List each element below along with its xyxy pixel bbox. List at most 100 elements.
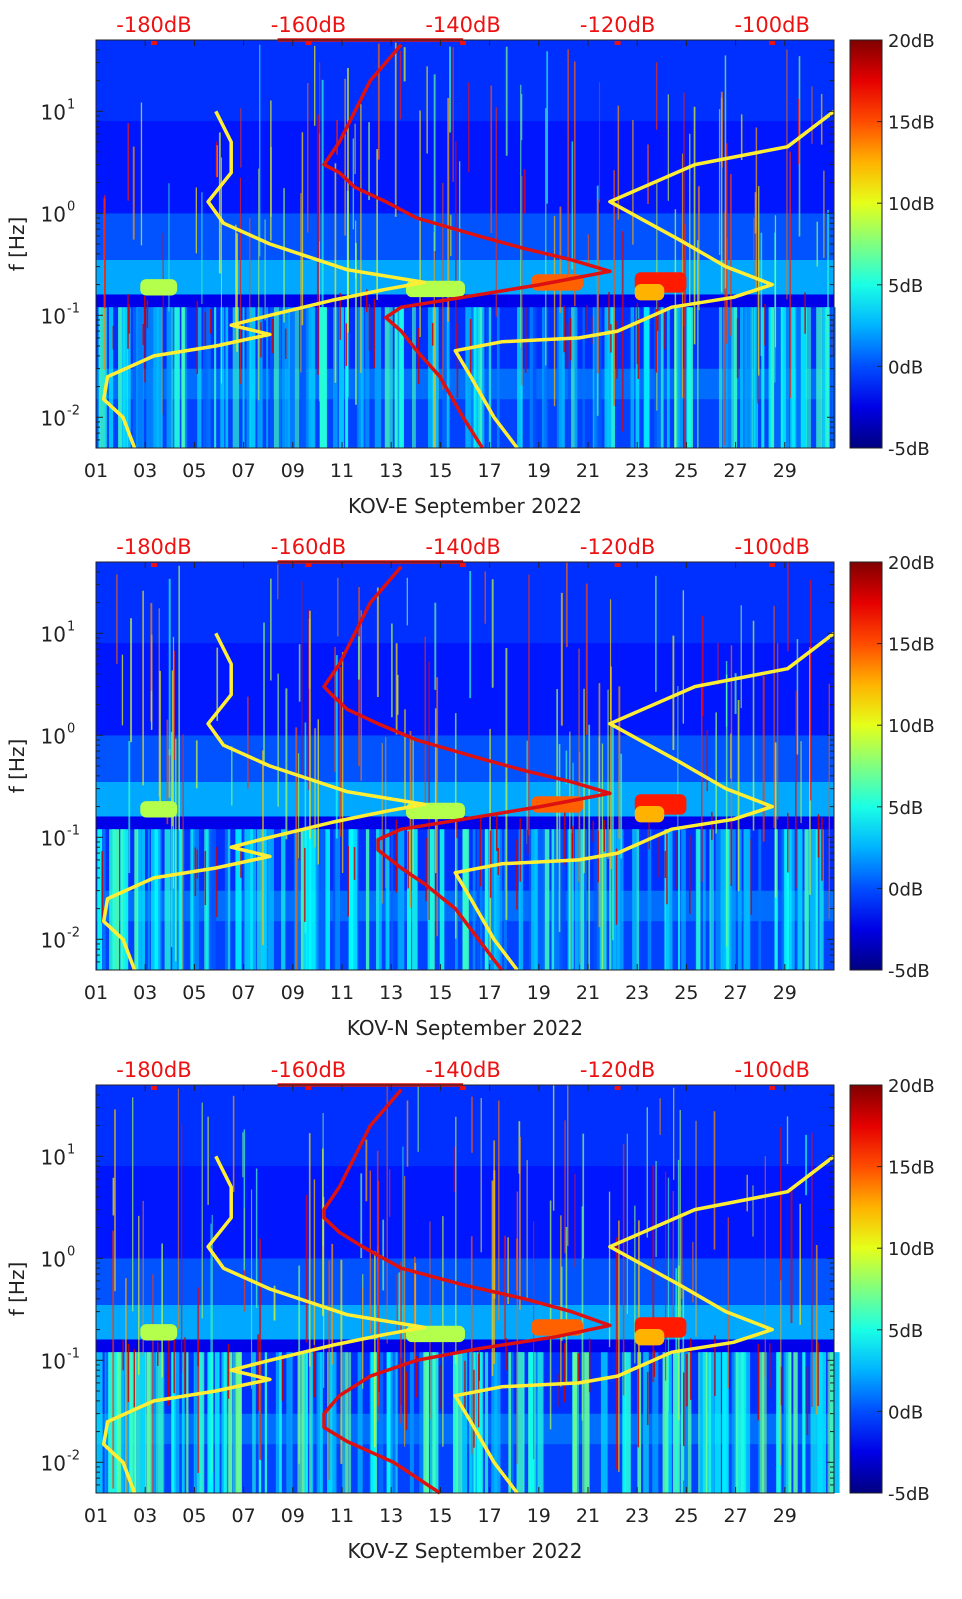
spectrogram-column (330, 1352, 337, 1493)
spectrogram-column (365, 829, 370, 970)
spectrogram-column (409, 1352, 414, 1493)
spectrogram-column (484, 829, 488, 970)
spectrogram-column (319, 307, 327, 448)
spectrogram-column (632, 829, 637, 970)
colorbar-tick-label: -5dB (888, 1484, 930, 1505)
y-tick-label: 10 (41, 304, 66, 328)
top-tick (614, 563, 621, 567)
spectrogram-column (244, 829, 250, 970)
spectrogram-column (300, 829, 304, 970)
spectrogram-column (411, 829, 418, 970)
colorbar-tick-label: 20dB (888, 553, 935, 574)
noise-curve-0 (101, 110, 427, 449)
spectrogram-column (132, 307, 137, 448)
spectrogram-column (822, 307, 826, 448)
spectrogram-column (571, 307, 577, 448)
spectrogram-column (242, 307, 245, 448)
spectrogram-column (342, 1352, 349, 1493)
spectrogram-column (770, 307, 776, 448)
y-tick-label: 10 (41, 928, 66, 952)
spectrogram-column (804, 829, 809, 970)
spectrogram-column (731, 307, 738, 448)
noise-curve-1 (453, 1154, 836, 1495)
spectrogram-column (604, 307, 609, 448)
spectrogram-column (237, 1352, 242, 1493)
spectrogram-column (674, 307, 680, 448)
spectrogram-column (252, 1352, 256, 1493)
spectrogram-column (249, 307, 256, 448)
spectrogram-column (584, 829, 587, 970)
spectrogram-column (246, 307, 252, 448)
spectrogram-column (819, 829, 824, 970)
top-tick (305, 41, 312, 45)
y-tick-exponent: 1 (67, 97, 75, 112)
top-tick (305, 1086, 312, 1090)
colorbar-tick-label: 10dB (888, 716, 935, 737)
spectrogram-column (677, 307, 684, 448)
spectrogram-column (428, 307, 434, 448)
colorbar-tick-label: 15dB (888, 635, 935, 656)
x-tick-label: 23 (625, 982, 649, 1004)
spectrogram-column (147, 829, 150, 970)
spectrogram-column (584, 1352, 590, 1493)
spectrogram-column (333, 829, 336, 970)
spectrogram-column (702, 829, 706, 970)
spectrogram-column (488, 307, 492, 448)
spectrogram-column (108, 307, 114, 448)
spectrogram-column (696, 829, 701, 970)
spectrogram-column (452, 1352, 458, 1493)
spectrogram-column (96, 1352, 103, 1493)
spectrogram-column (759, 1352, 767, 1493)
spectrogram-column (432, 307, 439, 448)
spectrogram-column (434, 1352, 439, 1493)
spectrogram-hotspot (140, 1324, 178, 1341)
colorbar-tick-label: -5dB (888, 439, 930, 460)
spectrogram-column (112, 829, 120, 970)
spectrogram-column (802, 1352, 806, 1493)
spectrogram-column (112, 1352, 118, 1493)
spectrogram-column (518, 829, 521, 970)
spectrogram-column (484, 1352, 489, 1493)
spectrogram-column (118, 307, 126, 448)
spectrogram-column (214, 1352, 220, 1493)
spectrogram-column (665, 1352, 672, 1493)
spectrogram-column (477, 1352, 484, 1493)
spectrogram-column (181, 307, 185, 448)
spectrogram-column (774, 307, 781, 448)
x-axis-label: KOV-E September 2022 (348, 494, 582, 518)
spectrogram-column (637, 1352, 642, 1493)
spectrogram-column (615, 829, 622, 970)
y-tick-label: 10 (41, 202, 66, 226)
spectrogram-column (227, 829, 231, 970)
spectrogram-column (789, 307, 797, 448)
spectrogram-column (568, 307, 571, 448)
spectrogram-hotspot (634, 284, 665, 301)
spectrogram-column (137, 307, 143, 448)
spectrogram-column (406, 829, 412, 970)
x-tick-label: 05 (182, 460, 206, 482)
spectrogram-column (718, 307, 723, 448)
spectrogram-column (492, 829, 495, 970)
spectrogram-column (126, 1352, 131, 1493)
spectrogram-column (286, 1352, 294, 1493)
spectrogram-column (279, 1352, 282, 1493)
spectrogram-band (96, 643, 834, 736)
spectrogram-column (793, 1352, 798, 1493)
spectrogram-column (666, 307, 670, 448)
spectrogram-column (203, 307, 208, 448)
spectrogram-column (357, 307, 365, 448)
spectrogram-column (429, 1352, 433, 1493)
spectrogram-column (491, 1352, 498, 1493)
spectrogram-column (508, 1352, 512, 1493)
spectrogram-column (783, 829, 790, 970)
noise-curve-0 (101, 632, 427, 971)
spectrogram-column (365, 307, 370, 448)
x-tick-label: 13 (379, 982, 403, 1004)
spectrogram-column (186, 1352, 189, 1493)
spectrogram-column (600, 1352, 608, 1493)
spectrogram-column (268, 829, 274, 970)
spectrogram-column (232, 307, 240, 448)
spectrogram-column (755, 307, 758, 448)
spectrogram-column (284, 307, 290, 448)
